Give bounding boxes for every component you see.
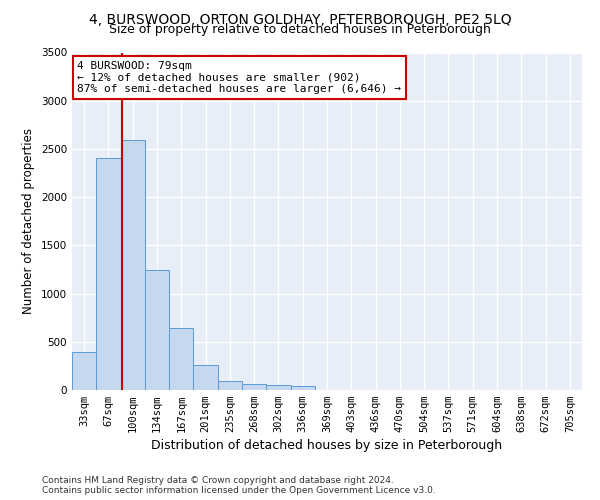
Bar — [266, 384, 290, 390]
Text: Contains HM Land Registry data © Crown copyright and database right 2024.
Contai: Contains HM Land Registry data © Crown c… — [42, 476, 436, 495]
Bar — [96, 158, 121, 390]
Text: 4, BURSWOOD, ORTON GOLDHAY, PETERBOROUGH, PE2 5LQ: 4, BURSWOOD, ORTON GOLDHAY, PETERBOROUGH… — [89, 12, 511, 26]
Text: 4 BURSWOOD: 79sqm
← 12% of detached houses are smaller (902)
87% of semi-detache: 4 BURSWOOD: 79sqm ← 12% of detached hous… — [77, 61, 401, 94]
Bar — [121, 140, 145, 390]
Bar — [72, 352, 96, 390]
Bar — [145, 270, 169, 390]
Y-axis label: Number of detached properties: Number of detached properties — [22, 128, 35, 314]
Bar — [169, 328, 193, 390]
Bar — [193, 366, 218, 390]
Text: Size of property relative to detached houses in Peterborough: Size of property relative to detached ho… — [109, 22, 491, 36]
Bar — [242, 384, 266, 390]
Bar — [218, 381, 242, 390]
Bar — [290, 386, 315, 390]
X-axis label: Distribution of detached houses by size in Peterborough: Distribution of detached houses by size … — [151, 440, 503, 452]
